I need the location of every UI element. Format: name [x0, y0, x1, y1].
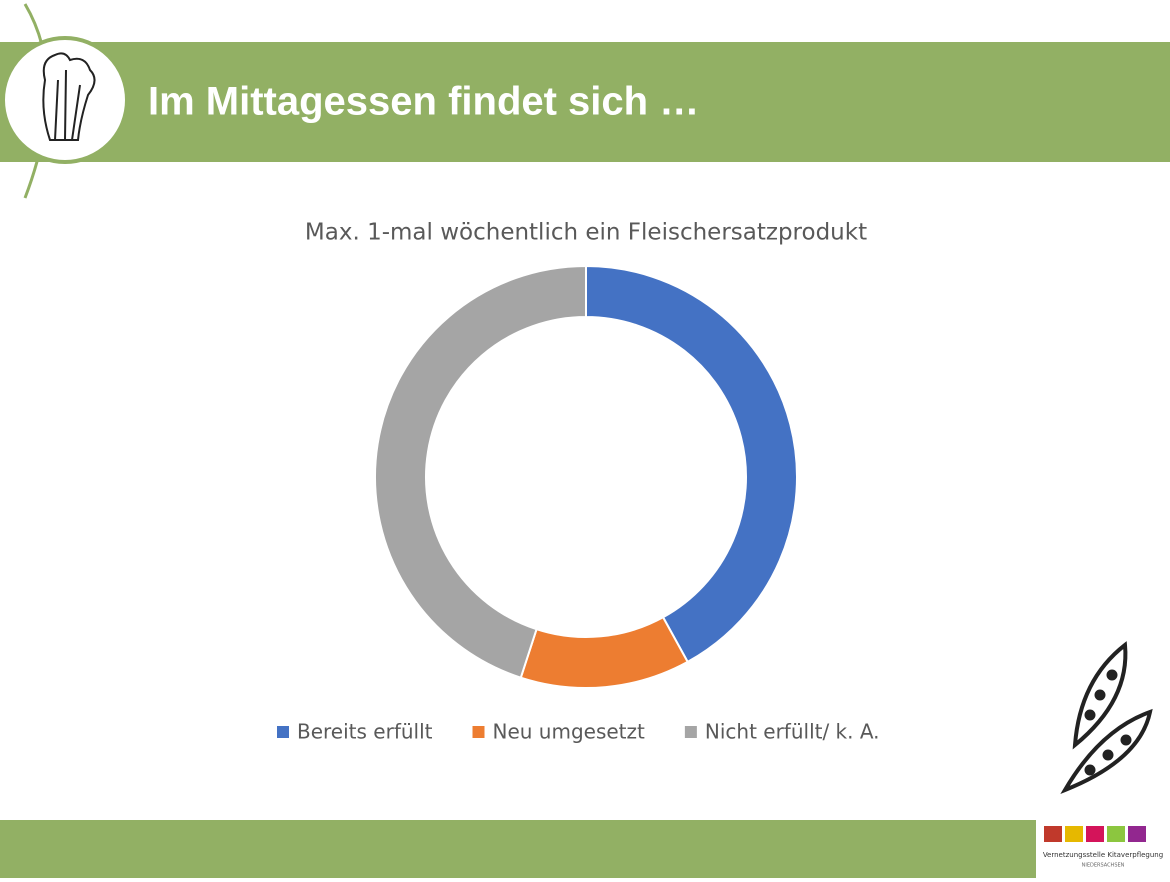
logo-name: Vernetzungsstelle Kitaverpflegung — [1043, 851, 1163, 859]
donut — [374, 264, 798, 689]
pea-icon — [1060, 641, 1153, 795]
footer-band — [0, 820, 1170, 878]
logo-tile — [1044, 826, 1062, 842]
celery-icon — [42, 52, 96, 141]
legend-label: Bereits erfüllt — [297, 720, 433, 744]
header-band — [0, 42, 1170, 162]
logo-tile — [1065, 826, 1083, 842]
donut-segment — [519, 615, 690, 689]
chart-title: Max. 1-mal wöchentlich ein Fleischersatz… — [305, 220, 867, 246]
logo: Vernetzungsstelle Kitaverpflegung NIEDER… — [1036, 820, 1170, 878]
logo-tile — [1107, 826, 1125, 842]
legend: Bereits erfüllt Neu umgesetzt Nicht erfüll… — [277, 720, 880, 744]
legend-label: Neu umgesetzt — [493, 720, 646, 744]
legend-swatch — [277, 726, 289, 738]
legend-swatch — [472, 726, 485, 738]
donut-segment — [374, 264, 587, 679]
header-title: Im Mittagessen findet sich … — [148, 80, 699, 124]
legend-label: Nicht erfüllt/ k. A. — [705, 720, 880, 744]
donut-segment — [585, 264, 798, 664]
legend-swatch — [684, 726, 697, 738]
logo-region: NIEDERSACHSEN — [1082, 863, 1125, 869]
logo-tile — [1086, 826, 1104, 842]
logo-tile — [1128, 826, 1146, 842]
